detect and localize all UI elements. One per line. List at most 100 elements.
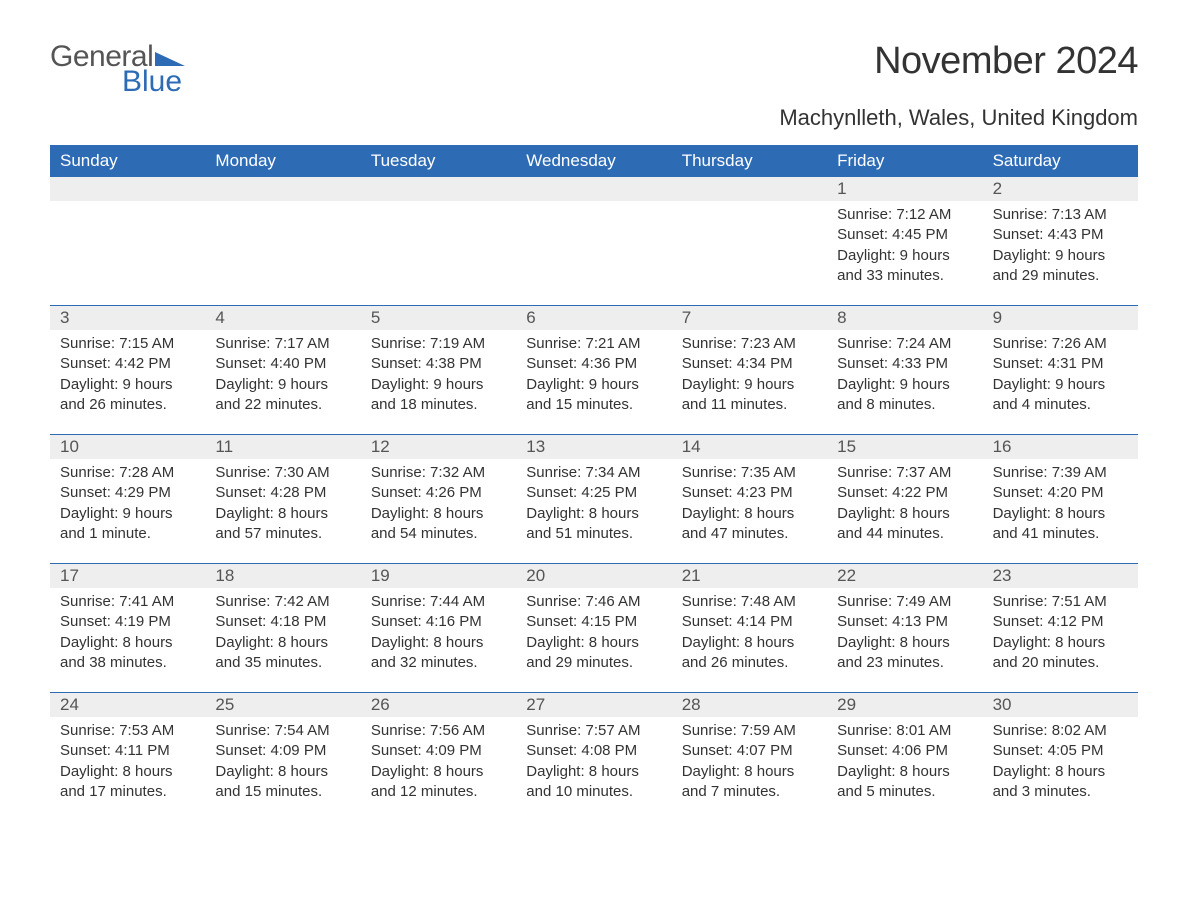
day-number: 11 bbox=[205, 435, 360, 459]
day-cell: Sunrise: 8:01 AMSunset: 4:06 PMDaylight:… bbox=[827, 717, 982, 821]
calendar: Sunday Monday Tuesday Wednesday Thursday… bbox=[50, 145, 1138, 821]
week-body: Sunrise: 7:53 AMSunset: 4:11 PMDaylight:… bbox=[50, 717, 1138, 821]
day-number bbox=[516, 177, 671, 201]
week-block: 3456789Sunrise: 7:15 AMSunset: 4:42 PMDa… bbox=[50, 305, 1138, 434]
sunset-text: Sunset: 4:29 PM bbox=[60, 483, 195, 503]
daylight-text: Daylight: 8 hours and 5 minutes. bbox=[837, 762, 972, 803]
sunrise-text: Sunrise: 7:49 AM bbox=[837, 592, 972, 612]
daylight-text: Daylight: 8 hours and 41 minutes. bbox=[993, 504, 1128, 545]
sunset-text: Sunset: 4:09 PM bbox=[215, 741, 350, 761]
day-number: 19 bbox=[361, 564, 516, 588]
day-cell: Sunrise: 7:32 AMSunset: 4:26 PMDaylight:… bbox=[361, 459, 516, 563]
sunrise-text: Sunrise: 7:12 AM bbox=[837, 205, 972, 225]
daylight-text: Daylight: 8 hours and 54 minutes. bbox=[371, 504, 506, 545]
day-number: 16 bbox=[983, 435, 1138, 459]
sunset-text: Sunset: 4:16 PM bbox=[371, 612, 506, 632]
sunset-text: Sunset: 4:38 PM bbox=[371, 354, 506, 374]
weekday-sun: Sunday bbox=[50, 145, 205, 177]
weekday-sat: Saturday bbox=[983, 145, 1138, 177]
sunrise-text: Sunrise: 7:39 AM bbox=[993, 463, 1128, 483]
daylight-text: Daylight: 8 hours and 29 minutes. bbox=[526, 633, 661, 674]
day-number: 18 bbox=[205, 564, 360, 588]
day-number: 28 bbox=[672, 693, 827, 717]
weekday-thu: Thursday bbox=[672, 145, 827, 177]
week-body: Sunrise: 7:41 AMSunset: 4:19 PMDaylight:… bbox=[50, 588, 1138, 692]
day-cell: Sunrise: 7:53 AMSunset: 4:11 PMDaylight:… bbox=[50, 717, 205, 821]
day-number: 4 bbox=[205, 306, 360, 330]
sunrise-text: Sunrise: 8:02 AM bbox=[993, 721, 1128, 741]
day-cell: Sunrise: 7:26 AMSunset: 4:31 PMDaylight:… bbox=[983, 330, 1138, 434]
sunrise-text: Sunrise: 7:26 AM bbox=[993, 334, 1128, 354]
daynum-bar: 12 bbox=[50, 177, 1138, 201]
daylight-text: Daylight: 8 hours and 20 minutes. bbox=[993, 633, 1128, 674]
sunrise-text: Sunrise: 7:57 AM bbox=[526, 721, 661, 741]
title-block: November 2024 bbox=[874, 40, 1138, 83]
day-cell bbox=[50, 201, 205, 305]
week-body: Sunrise: 7:12 AMSunset: 4:45 PMDaylight:… bbox=[50, 201, 1138, 305]
day-cell: Sunrise: 7:37 AMSunset: 4:22 PMDaylight:… bbox=[827, 459, 982, 563]
sunset-text: Sunset: 4:33 PM bbox=[837, 354, 972, 374]
daylight-text: Daylight: 9 hours and 22 minutes. bbox=[215, 375, 350, 416]
daylight-text: Daylight: 8 hours and 12 minutes. bbox=[371, 762, 506, 803]
day-number: 9 bbox=[983, 306, 1138, 330]
day-number: 12 bbox=[361, 435, 516, 459]
sunset-text: Sunset: 4:06 PM bbox=[837, 741, 972, 761]
day-number: 23 bbox=[983, 564, 1138, 588]
daylight-text: Daylight: 8 hours and 10 minutes. bbox=[526, 762, 661, 803]
day-number: 2 bbox=[983, 177, 1138, 201]
sunset-text: Sunset: 4:42 PM bbox=[60, 354, 195, 374]
sunrise-text: Sunrise: 7:46 AM bbox=[526, 592, 661, 612]
sunrise-text: Sunrise: 7:15 AM bbox=[60, 334, 195, 354]
sunrise-text: Sunrise: 7:32 AM bbox=[371, 463, 506, 483]
day-cell bbox=[672, 201, 827, 305]
day-cell: Sunrise: 7:24 AMSunset: 4:33 PMDaylight:… bbox=[827, 330, 982, 434]
sunset-text: Sunset: 4:15 PM bbox=[526, 612, 661, 632]
week-block: 24252627282930Sunrise: 7:53 AMSunset: 4:… bbox=[50, 692, 1138, 821]
sunrise-text: Sunrise: 7:13 AM bbox=[993, 205, 1128, 225]
day-number: 24 bbox=[50, 693, 205, 717]
day-number: 3 bbox=[50, 306, 205, 330]
day-number: 15 bbox=[827, 435, 982, 459]
daynum-bar: 24252627282930 bbox=[50, 693, 1138, 717]
day-number: 30 bbox=[983, 693, 1138, 717]
sunrise-text: Sunrise: 7:17 AM bbox=[215, 334, 350, 354]
sunrise-text: Sunrise: 7:56 AM bbox=[371, 721, 506, 741]
day-number: 1 bbox=[827, 177, 982, 201]
day-number: 10 bbox=[50, 435, 205, 459]
day-number: 13 bbox=[516, 435, 671, 459]
daylight-text: Daylight: 8 hours and 3 minutes. bbox=[993, 762, 1128, 803]
sunrise-text: Sunrise: 7:19 AM bbox=[371, 334, 506, 354]
day-number: 7 bbox=[672, 306, 827, 330]
sunrise-text: Sunrise: 7:37 AM bbox=[837, 463, 972, 483]
day-number: 14 bbox=[672, 435, 827, 459]
sunset-text: Sunset: 4:22 PM bbox=[837, 483, 972, 503]
daylight-text: Daylight: 8 hours and 47 minutes. bbox=[682, 504, 817, 545]
sunset-text: Sunset: 4:11 PM bbox=[60, 741, 195, 761]
sunrise-text: Sunrise: 7:48 AM bbox=[682, 592, 817, 612]
sunset-text: Sunset: 4:19 PM bbox=[60, 612, 195, 632]
sunrise-text: Sunrise: 7:28 AM bbox=[60, 463, 195, 483]
day-number: 26 bbox=[361, 693, 516, 717]
day-cell bbox=[516, 201, 671, 305]
day-cell: Sunrise: 7:19 AMSunset: 4:38 PMDaylight:… bbox=[361, 330, 516, 434]
day-cell: Sunrise: 7:41 AMSunset: 4:19 PMDaylight:… bbox=[50, 588, 205, 692]
daylight-text: Daylight: 8 hours and 38 minutes. bbox=[60, 633, 195, 674]
day-number: 29 bbox=[827, 693, 982, 717]
sunrise-text: Sunrise: 7:51 AM bbox=[993, 592, 1128, 612]
week-block: 10111213141516Sunrise: 7:28 AMSunset: 4:… bbox=[50, 434, 1138, 563]
week-body: Sunrise: 7:28 AMSunset: 4:29 PM Daylight:… bbox=[50, 459, 1138, 563]
weekday-header: Sunday Monday Tuesday Wednesday Thursday… bbox=[50, 145, 1138, 177]
sunset-text: Sunset: 4:07 PM bbox=[682, 741, 817, 761]
daylight-text: Daylight: 8 hours and 32 minutes. bbox=[371, 633, 506, 674]
day-cell: Sunrise: 7:13 AMSunset: 4:43 PMDaylight:… bbox=[983, 201, 1138, 305]
day-cell: Sunrise: 7:49 AMSunset: 4:13 PMDaylight:… bbox=[827, 588, 982, 692]
weeks-container: 12Sunrise: 7:12 AMSunset: 4:45 PMDayligh… bbox=[50, 177, 1138, 821]
sunset-text: Sunset: 4:14 PM bbox=[682, 612, 817, 632]
daylight-text: Daylight: 9 hours and 11 minutes. bbox=[682, 375, 817, 416]
week-block: 12Sunrise: 7:12 AMSunset: 4:45 PMDayligh… bbox=[50, 177, 1138, 305]
daylight-text: Daylight: 8 hours and 51 minutes. bbox=[526, 504, 661, 545]
day-number: 22 bbox=[827, 564, 982, 588]
daylight-text: Daylight: 8 hours and 44 minutes. bbox=[837, 504, 972, 545]
sunrise-text: Sunrise: 7:23 AM bbox=[682, 334, 817, 354]
day-number: 21 bbox=[672, 564, 827, 588]
